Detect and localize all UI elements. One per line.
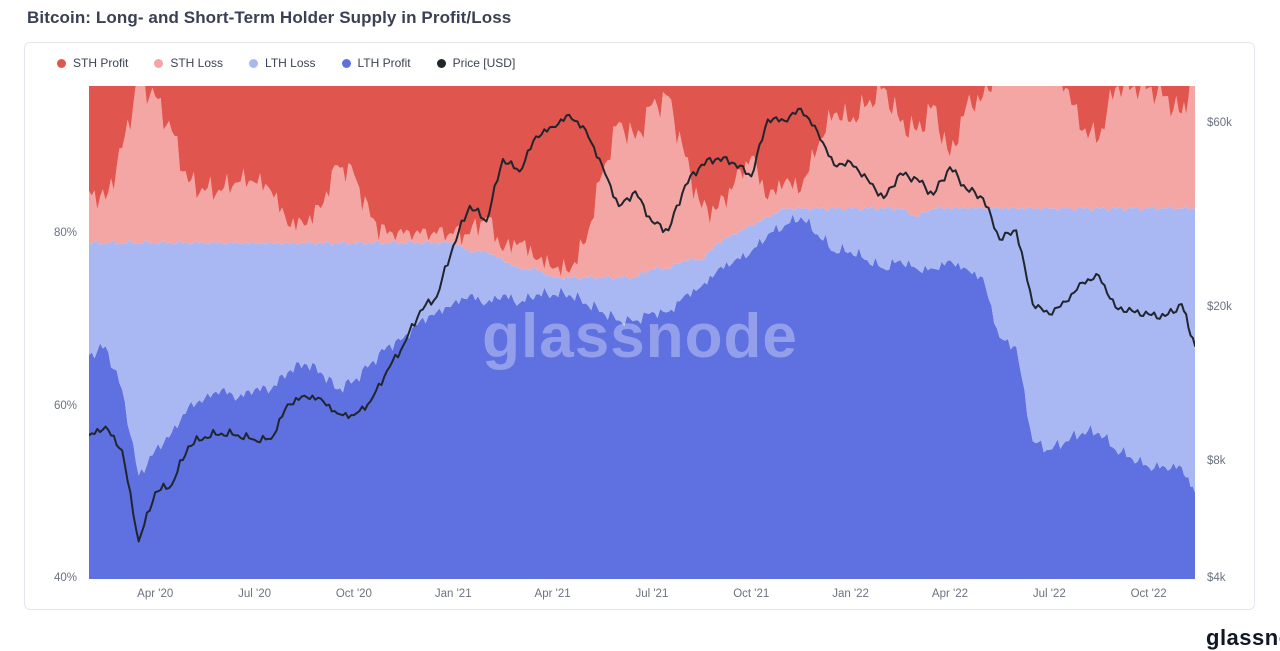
legend-item-lth-profit[interactable]: LTH Profit xyxy=(341,56,411,70)
legend-item-sth-profit[interactable]: STH Profit xyxy=(57,56,128,70)
page-title: Bitcoin: Long- and Short-Term Holder Sup… xyxy=(27,8,512,27)
legend-dot-icon xyxy=(436,58,446,68)
chart-legend: STH Profit STH Loss LTH Loss LTH Profit Pric… xyxy=(57,56,515,70)
legend-dot-icon xyxy=(154,58,164,68)
legend-label: LTH Loss xyxy=(265,56,316,70)
legend-item-sth-loss[interactable]: STH Loss xyxy=(154,56,223,70)
legend-label: STH Profit xyxy=(73,56,129,70)
legend-label: LTH Profit xyxy=(357,56,411,70)
legend-item-price-usd[interactable]: Price [USD] xyxy=(436,56,516,70)
legend-dot-icon xyxy=(249,58,259,68)
chart-card: STH Profit STH Loss LTH Loss LTH Profit Pric… xyxy=(24,42,1255,610)
legend-item-lth-loss[interactable]: LTH Loss xyxy=(249,56,316,70)
legend-dot-icon xyxy=(57,58,66,68)
chart-canvas[interactable] xyxy=(25,43,1254,609)
legend-dot-icon xyxy=(341,58,351,68)
legend-label: STH Loss xyxy=(170,56,224,70)
legend-label: Price [USD] xyxy=(452,56,516,70)
glassnode-logo-partial: glassnode xyxy=(1206,625,1280,650)
